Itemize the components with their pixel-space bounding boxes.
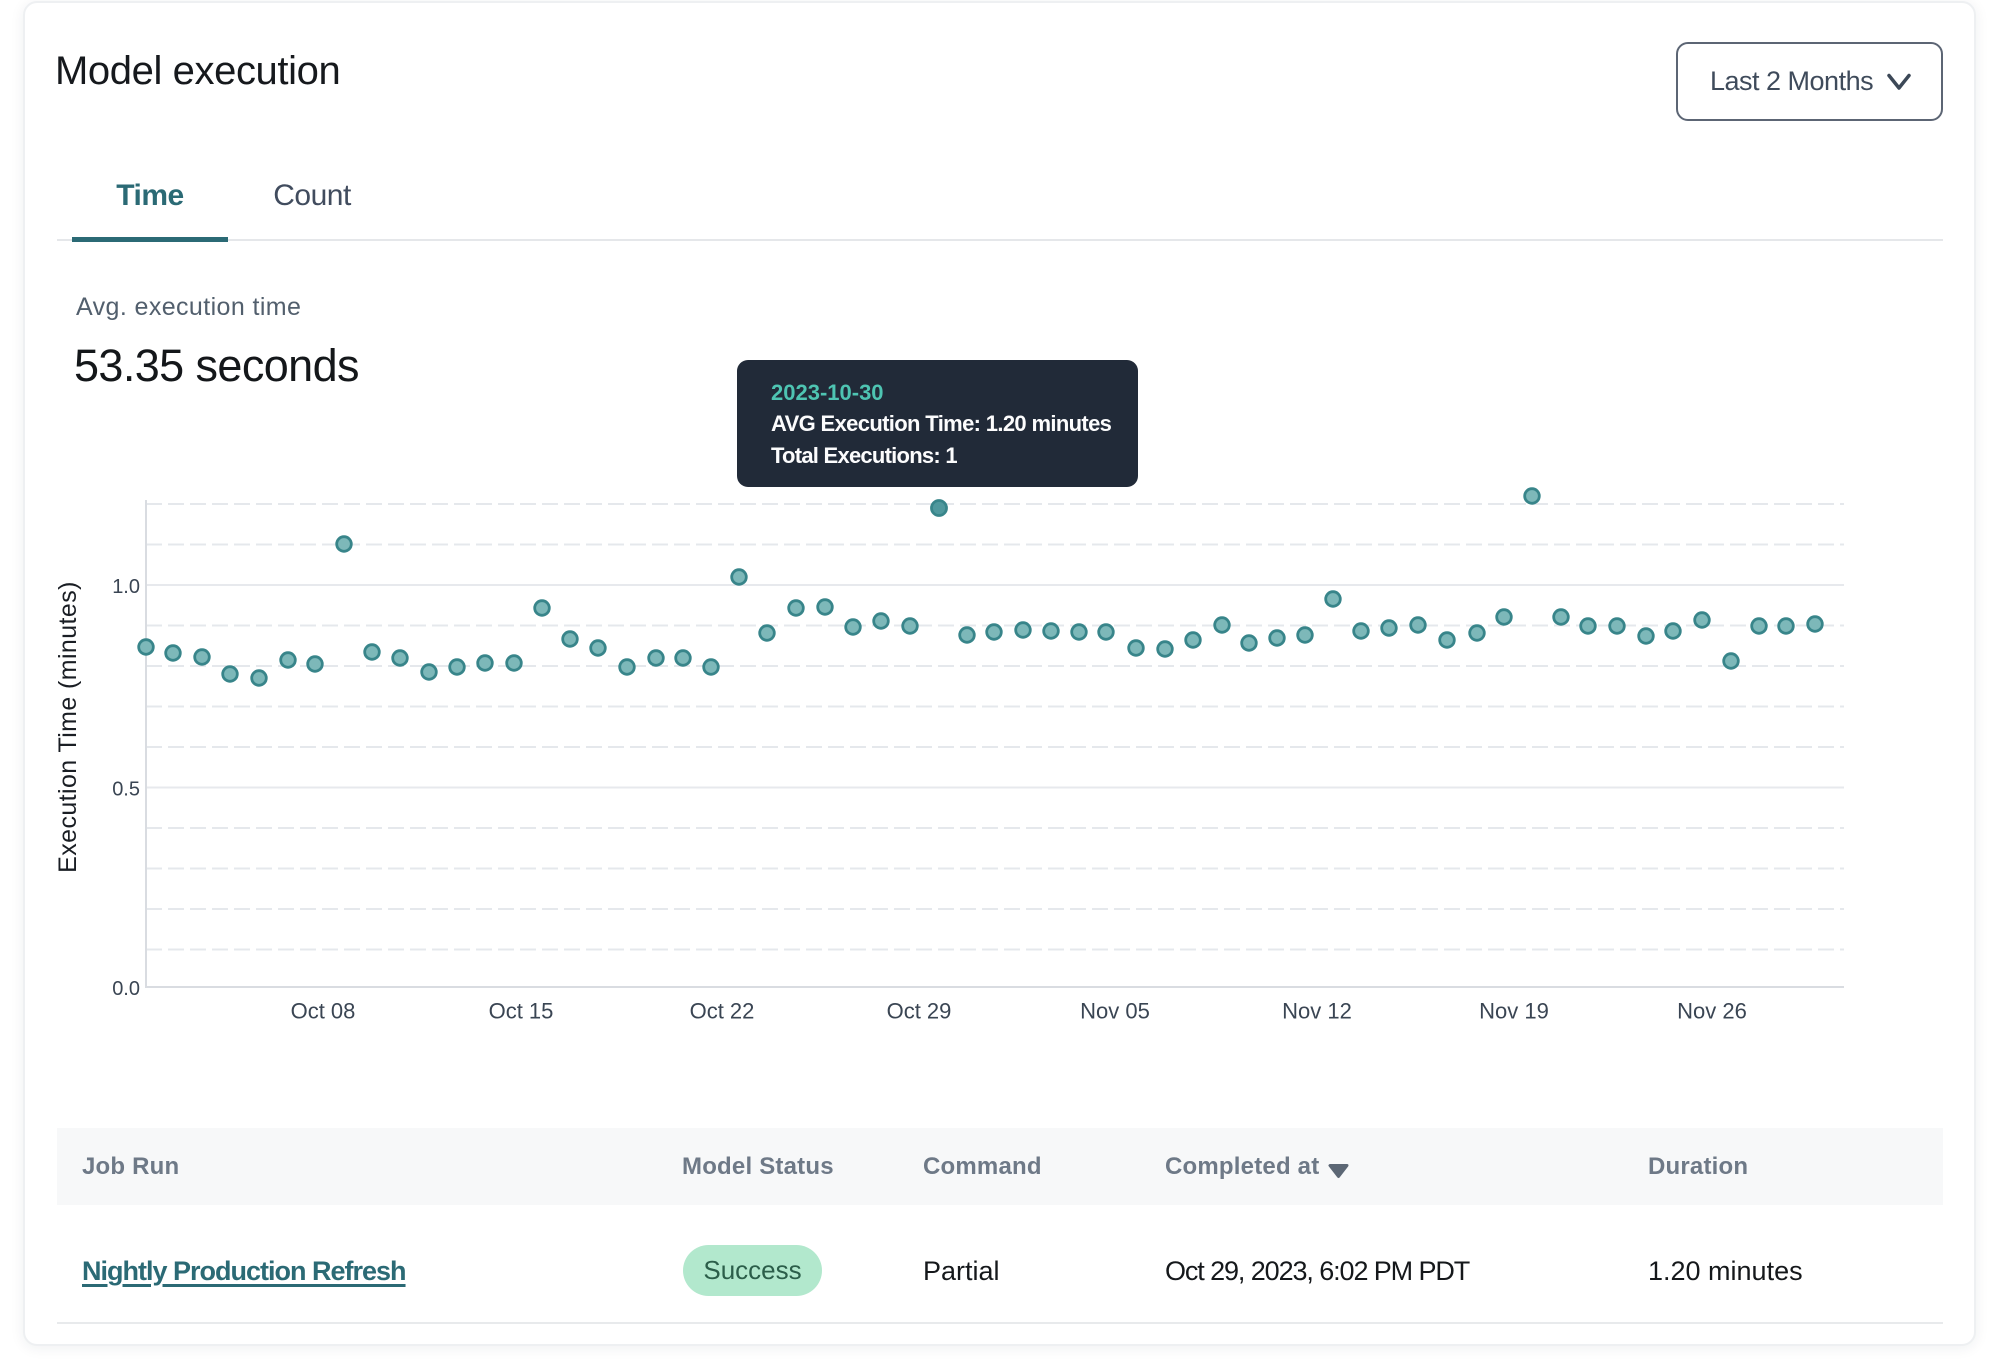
svg-text:Oct 08: Oct 08 [291, 999, 356, 1024]
svg-text:Execution Time (minutes): Execution Time (minutes) [54, 581, 82, 873]
svg-text:Oct 15: Oct 15 [489, 999, 554, 1024]
svg-text:0.5: 0.5 [112, 779, 140, 801]
svg-text:Nov 05: Nov 05 [1080, 999, 1150, 1024]
svg-text:Oct 29: Oct 29 [887, 999, 952, 1024]
svg-text:Nov 19: Nov 19 [1479, 999, 1549, 1024]
svg-text:Oct 22: Oct 22 [690, 999, 755, 1024]
svg-text:0.0: 0.0 [112, 978, 140, 1000]
svg-text:1.0: 1.0 [112, 576, 140, 598]
svg-text:Nov 12: Nov 12 [1282, 999, 1352, 1024]
svg-text:Nov 26: Nov 26 [1677, 999, 1747, 1024]
